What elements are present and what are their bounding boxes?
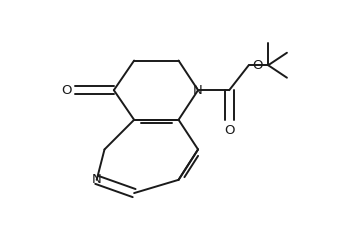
Text: O: O xyxy=(224,124,235,137)
Text: N: N xyxy=(193,84,203,97)
Text: O: O xyxy=(252,59,262,72)
Text: N: N xyxy=(92,173,101,186)
Text: O: O xyxy=(61,84,72,97)
